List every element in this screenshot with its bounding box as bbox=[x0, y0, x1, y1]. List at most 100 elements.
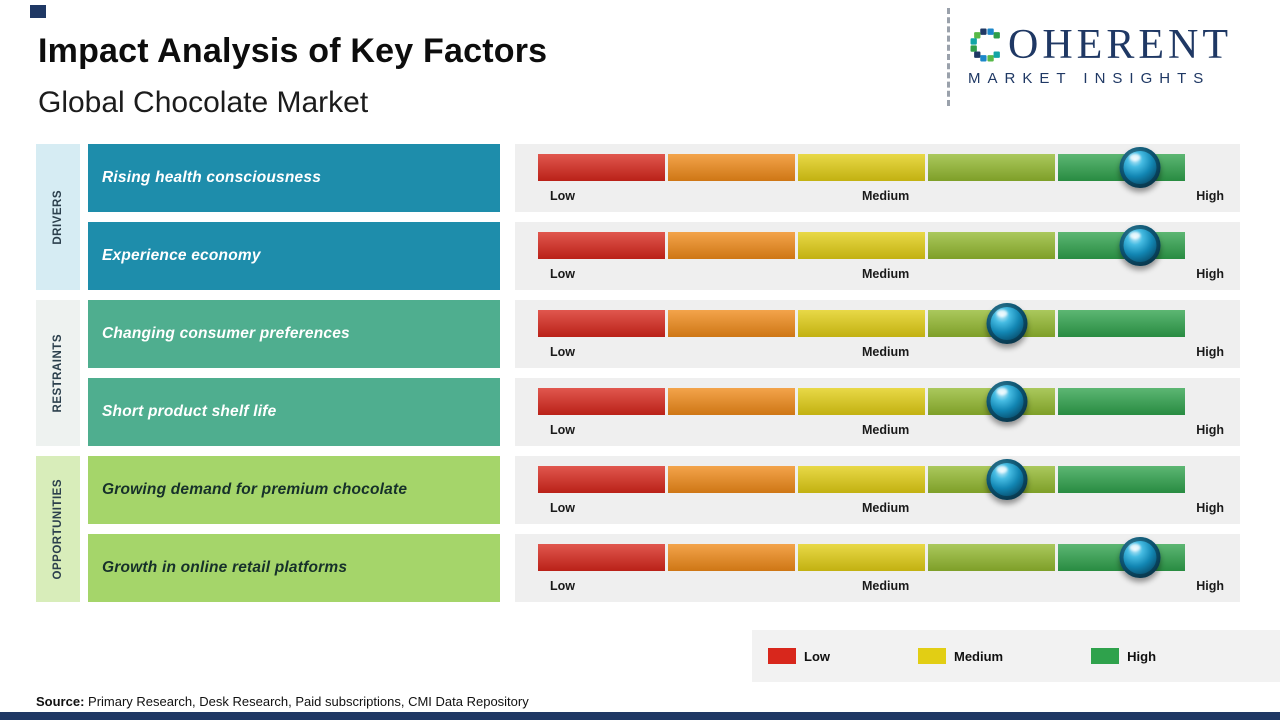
scale-segment-1 bbox=[538, 232, 665, 259]
impact-marker bbox=[986, 459, 1028, 500]
impact-gradient-bar bbox=[538, 459, 1185, 500]
scale-label-low: Low bbox=[550, 345, 575, 359]
scale-label-low: Low bbox=[550, 501, 575, 515]
factor-label: Growth in online retail platforms bbox=[102, 559, 348, 576]
page-subtitle: Global Chocolate Market bbox=[38, 86, 369, 119]
scale-label-medium: Medium bbox=[861, 345, 910, 359]
legend-label-medium: Medium bbox=[954, 648, 1004, 664]
scale-label-high: High bbox=[1196, 345, 1224, 359]
impact-marker bbox=[986, 303, 1028, 344]
scale-segment-3 bbox=[798, 310, 925, 337]
scale-label-low: Low bbox=[550, 189, 575, 203]
impact-scale: Low Medium High bbox=[515, 222, 1240, 290]
scale-segment-4 bbox=[928, 544, 1055, 571]
corner-accent bbox=[30, 5, 46, 18]
scale-segment-1 bbox=[538, 544, 665, 571]
scale-label-medium: Medium bbox=[861, 501, 910, 515]
scale-segment-2 bbox=[668, 232, 795, 259]
scale-segment-2 bbox=[668, 388, 795, 415]
factor-label-box: Short product shelf life bbox=[88, 378, 500, 446]
legend-item-low: Low bbox=[768, 648, 830, 664]
legend-label-low: Low bbox=[804, 648, 830, 664]
scale-segment-2 bbox=[668, 310, 795, 337]
scale-labels: Low Medium High bbox=[538, 579, 1224, 593]
legend: Low Medium High bbox=[752, 630, 1280, 682]
impact-scale: Low Medium High bbox=[515, 378, 1240, 446]
impact-scale: Low Medium High bbox=[515, 300, 1240, 368]
scale-segment-5 bbox=[1058, 388, 1185, 415]
logo-mosaic-c-icon bbox=[970, 28, 1000, 62]
scale-segment-1 bbox=[538, 388, 665, 415]
scale-labels: Low Medium High bbox=[538, 501, 1224, 515]
legend-swatch-low bbox=[768, 648, 796, 664]
scale-label-medium: Medium bbox=[861, 189, 910, 203]
scale-segment-2 bbox=[668, 466, 795, 493]
impact-scale: Low Medium High bbox=[515, 144, 1240, 212]
impact-scale: Low Medium High bbox=[515, 456, 1240, 524]
logo-divider-line bbox=[947, 8, 950, 106]
impact-gradient-bar bbox=[538, 381, 1185, 422]
factor-label: Short product shelf life bbox=[102, 403, 277, 420]
impact-marker bbox=[1119, 537, 1161, 578]
scale-segment-3 bbox=[798, 154, 925, 181]
scale-segment-1 bbox=[538, 154, 665, 181]
factor-label: Experience economy bbox=[102, 247, 261, 264]
factor-label: Rising health consciousness bbox=[102, 169, 322, 186]
scale-label-high: High bbox=[1196, 267, 1224, 281]
scale-label-high: High bbox=[1196, 423, 1224, 437]
impact-scale: Low Medium High bbox=[515, 534, 1240, 602]
scale-segment-3 bbox=[798, 232, 925, 259]
logo-wordmark: OHERENT bbox=[968, 24, 1268, 66]
legend-item-high: High bbox=[1091, 648, 1156, 664]
scale-label-high: High bbox=[1196, 501, 1224, 515]
scale-labels: Low Medium High bbox=[538, 423, 1224, 437]
category-opportunities: OPPORTUNITIES bbox=[36, 456, 80, 602]
factor-row: Experience economy Low Medium High bbox=[0, 222, 1280, 290]
scale-label-high: High bbox=[1196, 189, 1224, 203]
factor-label: Growing demand for premium chocolate bbox=[102, 481, 408, 498]
factor-row: Growth in online retail platforms Low Me… bbox=[0, 534, 1280, 602]
scale-segment-2 bbox=[668, 154, 795, 181]
category-restraints: RESTRAINTS bbox=[36, 300, 80, 446]
impact-marker bbox=[1119, 225, 1161, 266]
factor-row: Growing demand for premium chocolate Low… bbox=[0, 456, 1280, 524]
scale-segment-2 bbox=[668, 544, 795, 571]
scale-segment-4 bbox=[928, 154, 1055, 181]
factor-label-box: Changing consumer preferences bbox=[88, 300, 500, 368]
factor-label-box: Rising health consciousness bbox=[88, 144, 500, 212]
factor-label-box: Growing demand for premium chocolate bbox=[88, 456, 500, 524]
factor-row: Rising health consciousness Low Medium H… bbox=[0, 144, 1280, 212]
scale-label-low: Low bbox=[550, 579, 575, 593]
factor-label: Changing consumer preferences bbox=[102, 325, 350, 342]
scale-segment-3 bbox=[798, 544, 925, 571]
scale-segment-3 bbox=[798, 466, 925, 493]
logo: OHERENT MARKET INSIGHTS bbox=[968, 24, 1268, 87]
impact-marker bbox=[1119, 147, 1161, 188]
impact-gradient-bar bbox=[538, 225, 1185, 266]
impact-gradient-bar bbox=[538, 303, 1185, 344]
scale-labels: Low Medium High bbox=[538, 267, 1224, 281]
source-prefix: Source: bbox=[36, 694, 85, 709]
scale-label-medium: Medium bbox=[861, 579, 910, 593]
source-line: Source: Primary Research, Desk Research,… bbox=[36, 694, 529, 709]
logo-tagline: MARKET INSIGHTS bbox=[968, 70, 1211, 87]
factor-row: Short product shelf life Low Medium High bbox=[0, 378, 1280, 446]
legend-swatch-medium bbox=[918, 648, 946, 664]
legend-swatch-high bbox=[1091, 648, 1120, 664]
scale-labels: Low Medium High bbox=[538, 189, 1224, 203]
scale-label-high: High bbox=[1196, 579, 1224, 593]
impact-gradient-bar bbox=[538, 537, 1185, 578]
scale-label-medium: Medium bbox=[861, 267, 910, 281]
scale-segment-4 bbox=[928, 232, 1055, 259]
legend-label-high: High bbox=[1127, 648, 1157, 664]
scale-segment-1 bbox=[538, 310, 665, 337]
scale-label-medium: Medium bbox=[861, 423, 910, 437]
scale-labels: Low Medium High bbox=[538, 345, 1224, 359]
scale-label-low: Low bbox=[550, 423, 575, 437]
impact-marker bbox=[986, 381, 1028, 422]
scale-segment-1 bbox=[538, 466, 665, 493]
scale-label-low: Low bbox=[550, 267, 575, 281]
factor-row: Changing consumer preferences Low Medium… bbox=[0, 300, 1280, 368]
scale-segment-5 bbox=[1058, 310, 1185, 337]
